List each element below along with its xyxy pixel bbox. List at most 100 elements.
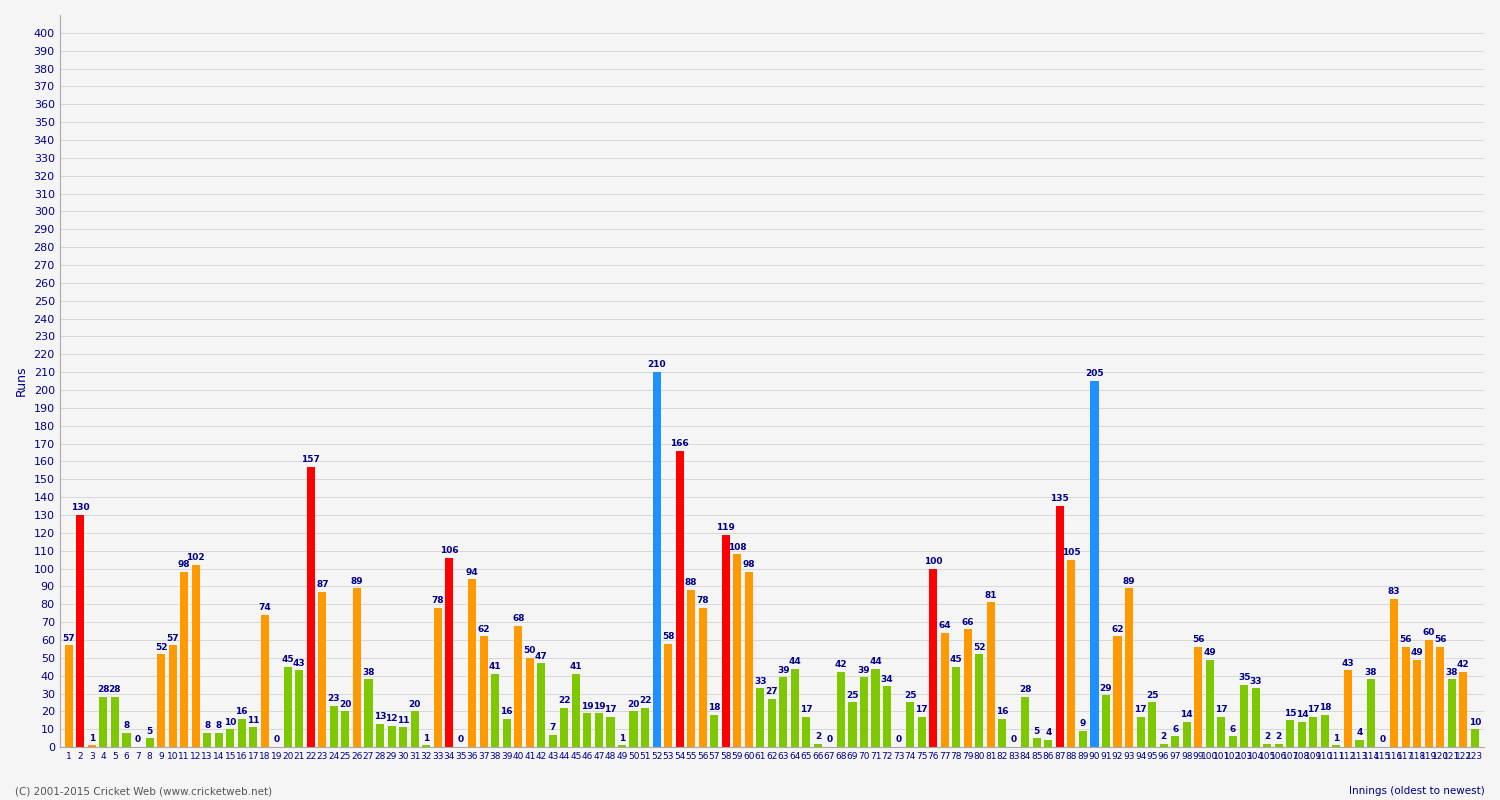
Bar [76, 515, 84, 747]
Text: 19: 19 [592, 702, 606, 710]
Text: 25: 25 [1146, 691, 1158, 700]
Bar [168, 646, 177, 747]
Bar [1206, 660, 1214, 747]
Text: 88: 88 [686, 578, 698, 587]
Bar [998, 718, 1006, 747]
Text: 14: 14 [1296, 710, 1308, 719]
Text: 0: 0 [1380, 735, 1386, 745]
Bar [815, 743, 822, 747]
Bar [308, 466, 315, 747]
Text: 43: 43 [292, 658, 306, 668]
Text: 83: 83 [1388, 587, 1401, 596]
Bar [884, 686, 891, 747]
Text: 78: 78 [696, 596, 709, 605]
Bar [744, 572, 753, 747]
Bar [790, 669, 800, 747]
Bar [1460, 672, 1467, 747]
Text: 2: 2 [1275, 732, 1282, 741]
Bar [158, 654, 165, 747]
Text: 17: 17 [915, 705, 928, 714]
Bar [537, 663, 546, 747]
Bar [330, 706, 338, 747]
Text: 102: 102 [186, 554, 206, 562]
Text: 57: 57 [63, 634, 75, 642]
Text: 8: 8 [204, 721, 210, 730]
Bar [1022, 697, 1029, 747]
Bar [963, 630, 972, 747]
Text: 62: 62 [1112, 625, 1124, 634]
Text: 38: 38 [1365, 668, 1377, 677]
Bar [1216, 717, 1225, 747]
Bar [1275, 743, 1282, 747]
Bar [226, 730, 234, 747]
Bar [1263, 743, 1272, 747]
Text: 0: 0 [135, 735, 141, 745]
Text: 105: 105 [1062, 548, 1080, 557]
Text: 106: 106 [440, 546, 459, 555]
Bar [1287, 720, 1294, 747]
Bar [664, 643, 672, 747]
Text: 38: 38 [362, 668, 375, 677]
Text: 56: 56 [1434, 635, 1446, 645]
Bar [918, 717, 926, 747]
Bar [1068, 560, 1076, 747]
Bar [1436, 647, 1444, 747]
Bar [422, 746, 430, 747]
Bar [1044, 740, 1053, 747]
Bar [1366, 679, 1376, 747]
Bar [296, 670, 303, 747]
Text: 43: 43 [1341, 658, 1354, 668]
Text: 166: 166 [670, 439, 688, 448]
Bar [1228, 737, 1238, 747]
Text: 20: 20 [339, 700, 351, 709]
Bar [490, 674, 500, 747]
Text: 210: 210 [648, 361, 666, 370]
Bar [699, 608, 706, 747]
Text: 64: 64 [939, 621, 951, 630]
Bar [514, 626, 522, 747]
Text: 68: 68 [512, 614, 525, 623]
Text: 28: 28 [1019, 686, 1032, 694]
Bar [249, 727, 258, 747]
Text: 45: 45 [950, 655, 963, 664]
Bar [1090, 381, 1098, 747]
Bar [630, 711, 638, 747]
Bar [342, 711, 350, 747]
Bar [1344, 670, 1352, 747]
Bar [710, 715, 718, 747]
Text: (C) 2001-2015 Cricket Web (www.cricketweb.net): (C) 2001-2015 Cricket Web (www.cricketwe… [15, 786, 272, 796]
Text: 27: 27 [765, 687, 778, 696]
Text: 2: 2 [1161, 732, 1167, 741]
Text: 50: 50 [524, 646, 536, 655]
Bar [849, 702, 856, 747]
Bar [1425, 640, 1432, 747]
Text: 25: 25 [846, 691, 858, 700]
Text: 62: 62 [477, 625, 490, 634]
Bar [1194, 647, 1202, 747]
Text: 44: 44 [868, 657, 882, 666]
Bar [1182, 722, 1191, 747]
Text: 17: 17 [604, 705, 616, 714]
Bar [802, 717, 810, 747]
Text: 205: 205 [1084, 370, 1104, 378]
Bar [1413, 660, 1420, 747]
Text: 4: 4 [1356, 728, 1362, 738]
Bar [111, 697, 118, 747]
Bar [975, 654, 984, 747]
Bar [652, 372, 660, 747]
Text: 45: 45 [282, 655, 294, 664]
Text: 25: 25 [904, 691, 916, 700]
Text: 44: 44 [789, 657, 801, 666]
Text: 41: 41 [489, 662, 501, 671]
Bar [1298, 722, 1306, 747]
Bar [768, 699, 776, 747]
Bar [1332, 746, 1341, 747]
Bar [1125, 588, 1132, 747]
Bar [928, 569, 938, 747]
Text: 17: 17 [1134, 705, 1148, 714]
Bar [1160, 743, 1167, 747]
Text: 2: 2 [1264, 732, 1270, 741]
Text: 58: 58 [662, 632, 675, 641]
Bar [261, 615, 268, 747]
Text: 78: 78 [432, 596, 444, 605]
